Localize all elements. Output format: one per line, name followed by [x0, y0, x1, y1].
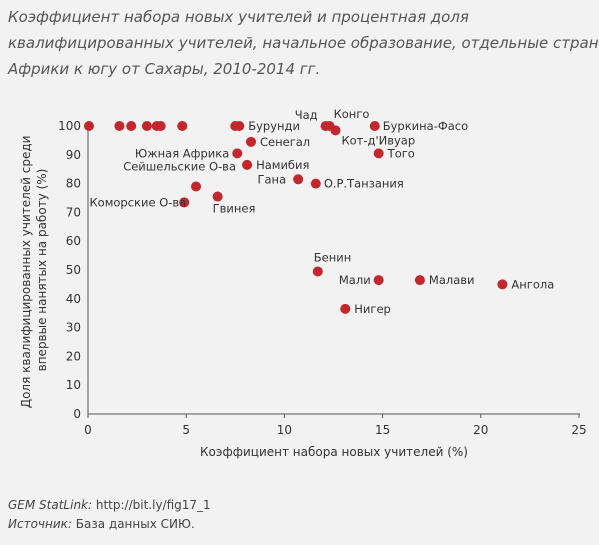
- point-label: Мали: [339, 273, 371, 287]
- point-label: Бенин: [314, 250, 351, 264]
- point-label: Сейшельские О-ва: [123, 159, 236, 173]
- point-label: Коморские О-ва: [90, 195, 187, 209]
- y-tick-label: 40: [66, 292, 81, 306]
- y-tick-label: 80: [66, 177, 81, 191]
- data-point: [373, 148, 384, 159]
- y-tick-label: 10: [66, 378, 81, 392]
- x-tick-label: 10: [277, 423, 292, 437]
- statlink-label: GEM StatLink:: [8, 498, 93, 512]
- footer: GEM StatLink: http://bit.ly/fig17_1 Исто…: [8, 496, 211, 534]
- point-label: Чад: [295, 108, 318, 122]
- data-point: [293, 174, 304, 185]
- chart-title-line: Африки к югу от Сахары, 2010-2014 гг.: [8, 60, 321, 78]
- point-label: Гана: [258, 172, 287, 186]
- y-tick-label: 30: [66, 321, 81, 335]
- x-axis-label: Коэффициент набора новых учителей (%): [200, 445, 468, 459]
- point-label: Южная Африка: [135, 146, 229, 160]
- x-tick-label: 20: [473, 423, 488, 437]
- point-label: Ангола: [511, 277, 554, 291]
- data-point: [373, 275, 384, 286]
- y-tick-label: 0: [73, 407, 81, 421]
- point-label: Бурунди: [248, 119, 300, 133]
- source-line: Источник: База данных СИЮ.: [8, 515, 211, 534]
- data-point: [191, 181, 202, 192]
- x-tick-label: 25: [571, 423, 586, 437]
- data-point: [155, 121, 166, 131]
- y-axis-label: Доля квалифицированных учителей среди вп…: [19, 132, 49, 409]
- y-tick-label: 100: [58, 119, 81, 133]
- y-axis-label-line: впервые нанятых на работу (%): [35, 169, 49, 372]
- chart-title: Коэффициент набора новых учителей и проц…: [8, 4, 599, 82]
- data-point: [340, 303, 351, 314]
- data-point: [114, 121, 125, 131]
- data-point: [234, 121, 245, 131]
- point-label: Кот-д'Ивуар: [341, 133, 415, 147]
- chart-title-line: квалифицированных учителей, начальное об…: [8, 34, 599, 52]
- data-point: [177, 121, 188, 131]
- x-tick-label: 15: [375, 423, 390, 437]
- data-point: [310, 178, 321, 189]
- data-point: [232, 148, 243, 159]
- point-label: Конго: [334, 107, 370, 121]
- point-label: Буркина-Фасо: [383, 119, 468, 133]
- data-point: [242, 159, 253, 170]
- source-text: База данных СИЮ.: [75, 517, 195, 531]
- statlink-line: GEM StatLink: http://bit.ly/fig17_1: [8, 496, 211, 515]
- data-point: [246, 136, 257, 147]
- chart-title-line: Коэффициент набора новых учителей и проц…: [8, 8, 469, 26]
- data-point: [497, 279, 508, 290]
- x-tick-label: 5: [182, 423, 190, 437]
- data-point: [330, 125, 341, 136]
- statlink-url[interactable]: http://bit.ly/fig17_1: [95, 498, 211, 512]
- data-point: [212, 191, 223, 202]
- point-label: Нигер: [354, 302, 391, 316]
- y-tick-label: 50: [66, 263, 81, 277]
- source-label: Источник:: [8, 517, 72, 531]
- y-tick-label: 60: [66, 234, 81, 248]
- data-point: [126, 121, 137, 131]
- point-label: Того: [387, 146, 415, 160]
- data-point: [312, 266, 323, 277]
- point-label: Намибия: [256, 158, 309, 172]
- data-point: [179, 197, 190, 208]
- y-tick-label: 70: [66, 205, 81, 219]
- point-label: Гвинея: [213, 202, 256, 216]
- y-tick-label: 90: [66, 148, 81, 162]
- x-tick-label: 0: [84, 423, 92, 437]
- y-tick-label: 20: [66, 349, 81, 363]
- y-axis-label-line: Доля квалифицированных учителей среди: [19, 136, 33, 409]
- point-label: О.Р.Танзания: [324, 177, 404, 191]
- data-point: [141, 121, 152, 131]
- data-point: [414, 275, 425, 286]
- point-label: Сенегал: [260, 135, 310, 149]
- data-point: [83, 121, 94, 131]
- point-label: Малави: [429, 273, 475, 287]
- data-point: [369, 121, 380, 131]
